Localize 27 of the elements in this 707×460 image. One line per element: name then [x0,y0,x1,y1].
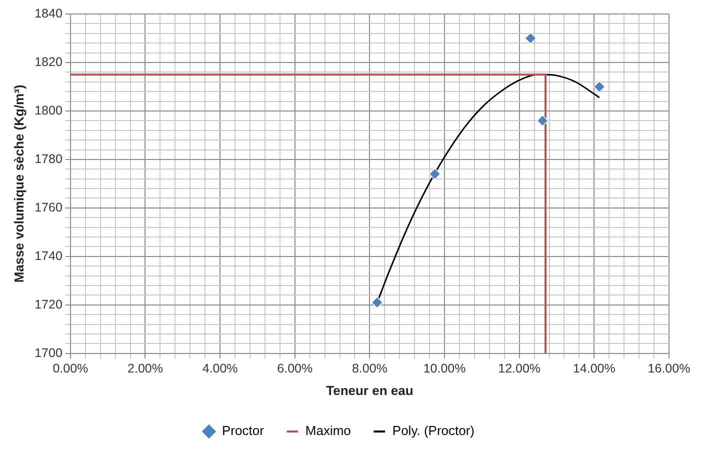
x-tick-label: 8.00% [352,361,388,376]
x-axis-title: Teneur en eau [326,382,414,398]
y-tick-label: 1740 [34,248,62,263]
x-tick-label: 6.00% [277,361,313,376]
point [594,80,606,93]
point [371,296,384,308]
x-tick-label: 10.00% [423,361,466,376]
y-tick-label: 1780 [34,152,62,166]
x-tick-label: 2.00% [128,361,163,376]
x-tick-label: 12.00% [498,361,541,376]
x-tick-label: 0.00% [52,361,88,376]
y-tick-label: 1760 [34,200,62,214]
y-tick-label: 1720 [34,297,62,312]
point [428,168,441,180]
y-axis-title: Masse volumique sèche (Kg/m³) [11,84,26,283]
legend-label: Poly. (Proctor) [392,423,475,438]
y-tick-label: 1700 [34,346,62,360]
point [536,114,548,127]
x-tick-label: 14.00% [572,361,616,376]
point [524,32,536,44]
y-tick-label: 1800 [34,103,62,118]
x-tick-label: 4.00% [202,361,238,376]
legend-label: Proctor [222,423,265,438]
y-tick-label: 1820 [34,54,62,69]
y-tick-label: 1840 [34,6,62,20]
legend-label: Maximo [305,423,351,438]
x-tick-label: 16.00% [648,361,690,376]
